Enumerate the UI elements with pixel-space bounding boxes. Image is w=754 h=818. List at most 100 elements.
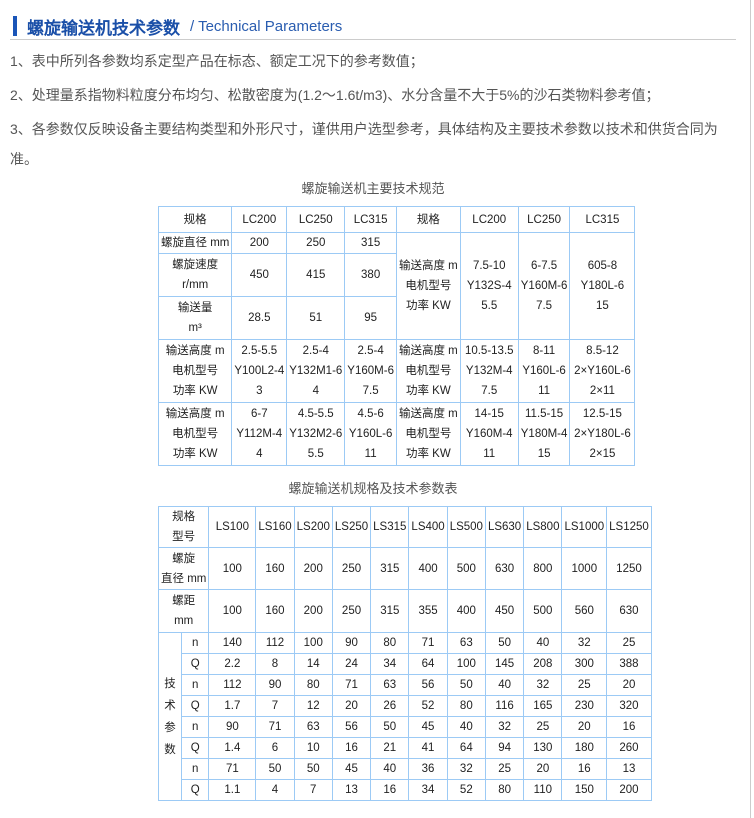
table-cell: 20 <box>523 758 563 780</box>
table-cell: 95 <box>344 296 397 340</box>
header-cell: LC200 <box>459 206 519 233</box>
table-cell: 80 <box>293 674 333 696</box>
note-1: 1、表中所列各参数均系定型产品在标态、额定工况下的参考数值； <box>10 53 424 69</box>
section-subtitle: / Technical Parameters <box>190 17 343 35</box>
table-cell: 208 <box>523 653 563 675</box>
table-cell: 110 <box>523 779 563 801</box>
table-cell: 140 <box>208 632 257 654</box>
table-cell: 45 <box>408 716 448 738</box>
table-cell: 12.5-15 2×Y180L-6 2×15 <box>569 402 636 466</box>
table-cell: 415 <box>286 253 346 297</box>
table-cell: 25 <box>606 632 652 654</box>
table-cell: 100 <box>208 547 257 590</box>
table-cell: 25 <box>523 716 563 738</box>
table-cell: 200 <box>293 547 333 590</box>
note-2: 2、处理量系指物料粒度分布均匀、松散密度为(1.2～1.6t/m3)、水分含量不… <box>10 87 660 103</box>
pitch-row: 螺距 mm 100 160 200 250 315 355 400 450 500 560 630 <box>157 589 652 633</box>
header-cell: LC250 <box>286 206 346 233</box>
table-cell: 8 <box>255 653 295 675</box>
table-cell: 螺旋速度 r/mm <box>157 253 233 297</box>
table-cell: 250 <box>286 232 346 254</box>
table-cell: 80 <box>484 779 525 801</box>
table-cell: 4.5-5.5 Y132M2-6 5.5 <box>286 402 346 466</box>
table-cell: 116 <box>484 695 525 717</box>
table-cell: 2.5-4 Y160M-6 7.5 <box>344 339 397 403</box>
table-cell: 90 <box>208 716 257 738</box>
param-key-cell: n <box>180 758 210 780</box>
table-cell: 130 <box>523 737 563 759</box>
table-cell: 2.5-5.5 Y100L2-4 3 <box>231 339 288 403</box>
table-cell: 112 <box>208 674 257 696</box>
param-key-cell: n <box>180 674 210 696</box>
table-cell: 6-7 Y112M-4 4 <box>231 402 288 466</box>
table-cell: 100 <box>446 653 486 675</box>
table-cell: 1.4 <box>208 737 257 759</box>
table-cell: 63 <box>446 632 486 654</box>
table-cell: 32 <box>561 632 608 654</box>
table-cell: 500 <box>446 547 486 590</box>
divider <box>10 39 736 40</box>
table-cell: 630 <box>484 547 525 590</box>
model-cell: LS400 <box>408 506 448 548</box>
tech-row: Q 1.7 7 12 20 26 52 80 116 165 230 320 <box>159 695 652 717</box>
table-row: 螺旋直径 mm 200 250 315 输送高度 m 电机型号 功率 KW 7.5-10 … <box>157 232 636 340</box>
table-cell: 7 <box>293 779 333 801</box>
table-cell: 6-7.5 Y160M-6 7.5 <box>517 232 571 340</box>
table-cell: 10.5-13.5 Y132M-4 7.5 <box>459 339 519 403</box>
table-cell: 50 <box>255 758 295 780</box>
table-cell: 100 <box>293 632 333 654</box>
model-cell: LS100 <box>208 506 257 548</box>
table-cell: 160 <box>255 547 295 590</box>
table-cell: 56 <box>331 716 372 738</box>
table-cell: 300 <box>561 653 608 675</box>
diameter-row: 螺旋 直径 mm 100 160 200 250 315 400 500 630 800 1000 1… <box>157 547 652 590</box>
table-cell: 50 <box>484 632 525 654</box>
table-cell: 1.1 <box>208 779 257 801</box>
table-cell: 50 <box>370 716 410 738</box>
table-cell: 14-15 Y160M-4 11 <box>459 402 519 466</box>
table-cell: 11.5-15 Y180M-4 15 <box>517 402 571 466</box>
table-cell: 200 <box>606 779 652 801</box>
table-cell: 2.2 <box>208 653 257 675</box>
header-cell: 规格 <box>395 206 461 233</box>
table-cell: 20 <box>331 695 372 717</box>
label-cell: 螺旋 直径 mm <box>157 547 210 590</box>
table-cell: 315 <box>344 232 397 254</box>
table-cell: 94 <box>484 737 525 759</box>
table-cell: 63 <box>293 716 333 738</box>
table-cell: 380 <box>344 253 397 297</box>
header-row: 规格 型号 LS100 LS160 LS200 LS250 LS315 LS400 LS500… <box>157 506 652 548</box>
table-cell: 630 <box>606 589 652 633</box>
table-cell: 100 <box>208 589 257 633</box>
table-cell: 16 <box>331 737 372 759</box>
table-cell: 螺旋直径 mm <box>157 232 233 254</box>
param-key-cell: Q <box>180 653 210 675</box>
note-3: 3、各参数仅反映设备主要结构类型和外形尺寸，谨供用户选型参考，具体结构及主要技术… <box>10 121 718 167</box>
table-cell: 40 <box>523 632 563 654</box>
table-cell: 50 <box>293 758 333 780</box>
table-cell: 64 <box>446 737 486 759</box>
table-cell: 34 <box>408 779 448 801</box>
spec-table-ls: 规格 型号 LS100 LS160 LS200 LS250 LS315 LS400 LS500… <box>157 506 652 801</box>
table-cell: 388 <box>606 653 652 675</box>
table-cell: 26 <box>370 695 410 717</box>
table-cell: 24 <box>331 653 372 675</box>
tech-row: n 112 90 80 71 63 56 50 40 32 25 20 <box>159 674 652 696</box>
model-cell: LS630 <box>484 506 525 548</box>
table-cell: 50 <box>446 674 486 696</box>
table-cell: 8.5-12 2×Y160L-6 2×11 <box>569 339 636 403</box>
header-cell: 规格 <box>157 206 233 233</box>
table-cell: 250 <box>331 589 372 633</box>
table-cell: 32 <box>446 758 486 780</box>
table-cell: 21 <box>370 737 410 759</box>
table-cell: 34 <box>370 653 410 675</box>
param-key-cell: Q <box>180 737 210 759</box>
table-cell: 320 <box>606 695 652 717</box>
table-cell: 输送高度 m 电机型号 功率 KW <box>157 339 233 403</box>
table-cell: 1000 <box>561 547 608 590</box>
table-cell: 40 <box>446 716 486 738</box>
table-cell: 80 <box>370 632 410 654</box>
header-row: 规格 LC200 LC250 LC315 规格 LC200 LC250 LC315 <box>157 206 636 233</box>
table-cell: 112 <box>255 632 295 654</box>
table-row: 螺旋速度 r/mm 450 415 380 <box>157 253 635 297</box>
